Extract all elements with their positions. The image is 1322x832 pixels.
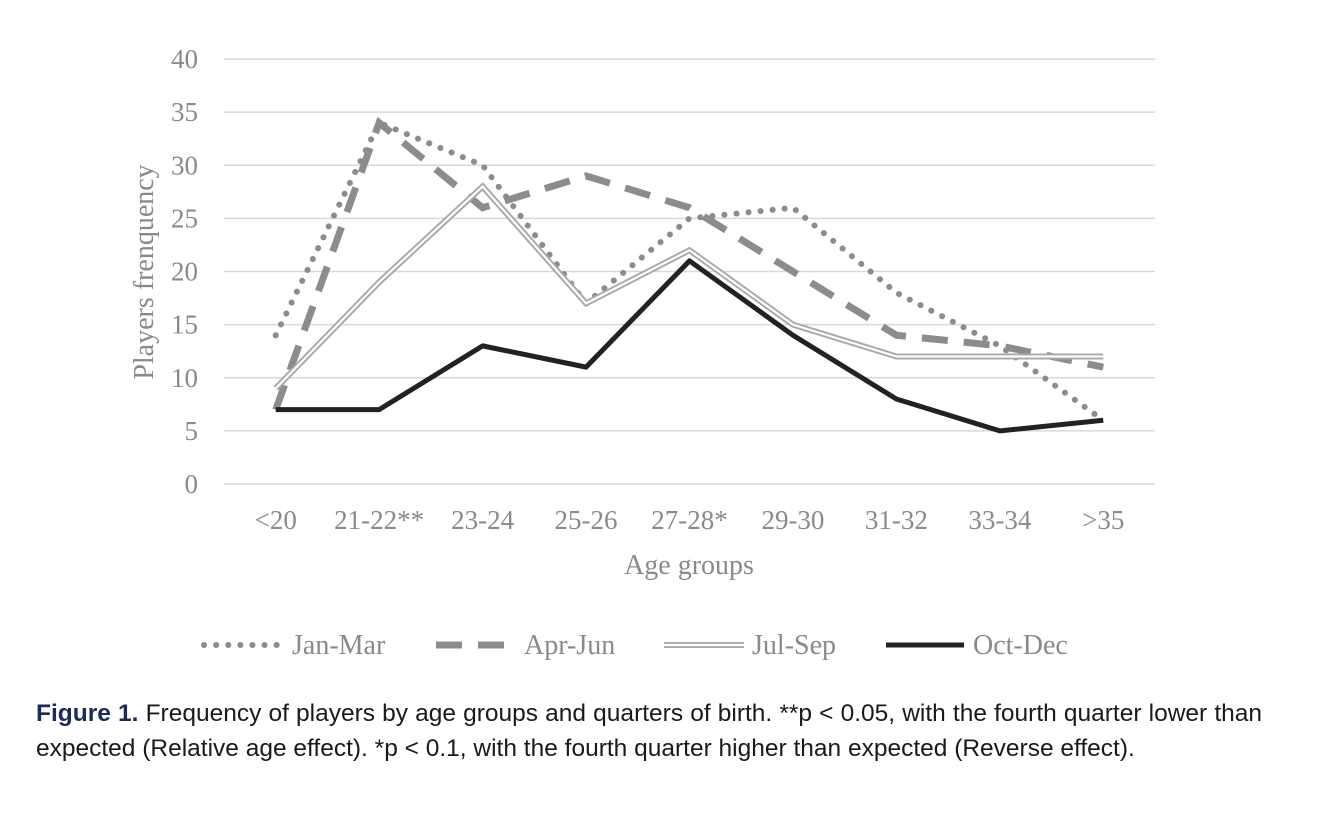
y-axis-ticks: 0 5 10 15 20 25 30 35 40 <box>171 44 198 499</box>
series-lines <box>272 116 1107 434</box>
legend-item-apr-jun: Apr-Jun <box>436 630 615 661</box>
x-tick-label: 33-34 <box>968 505 1031 535</box>
series-line <box>275 258 1104 434</box>
legend: Jan-Mar Apr-Jun Jul-Sep Oct-Dec <box>201 630 1068 661</box>
x-axis-ticks: <20 21-22** 23-24 25-26 27-28* 29-30 31-32 33-3… <box>255 505 1125 535</box>
x-tick-label: 25-26 <box>555 505 618 535</box>
y-tick-label: 10 <box>171 363 198 393</box>
series-line <box>272 118 1107 424</box>
y-tick-label: 25 <box>171 203 198 233</box>
line-chart: 0 5 10 15 20 25 30 35 40 <20 21-22** 23-24 25-26 27-… <box>129 44 1155 661</box>
figure-caption: Figure 1. Frequency of players by age gr… <box>36 696 1262 766</box>
figure-label: Figure 1. <box>36 700 139 727</box>
legend-label: Apr-Jun <box>524 630 615 661</box>
series-line <box>272 116 1104 411</box>
x-tick-label: >35 <box>1082 505 1124 535</box>
legend-label: Oct-Dec <box>973 630 1068 661</box>
x-tick-label: <20 <box>255 505 297 535</box>
caption-text: Frequency of players by age groups and q… <box>36 700 1263 762</box>
y-tick-label: 30 <box>171 150 198 180</box>
series-line-inner <box>274 184 1104 390</box>
x-axis-title: Age groups <box>624 550 754 581</box>
legend-label: Jul-Sep <box>752 630 836 661</box>
legend-label: Jan-Mar <box>292 630 386 661</box>
legend-item-jan-mar: Jan-Mar <box>201 630 386 661</box>
y-tick-label: 40 <box>171 44 198 74</box>
series-apr-jun <box>272 116 1104 411</box>
legend-item-jul-sep: Jul-Sep <box>664 630 836 661</box>
grid-lines <box>224 58 1155 485</box>
y-tick-label: 20 <box>171 257 198 287</box>
y-tick-label: 0 <box>185 469 199 499</box>
series-oct-dec <box>275 258 1104 434</box>
series-jan-mar <box>272 118 1107 424</box>
y-tick-label: 15 <box>171 310 198 340</box>
y-axis-title: Players frenquency <box>129 164 160 379</box>
legend-item-oct-dec: Oct-Dec <box>886 630 1068 661</box>
x-tick-label: 21-22** <box>334 505 424 535</box>
y-tick-label: 35 <box>171 97 198 127</box>
series-jul-sep <box>273 182 1104 391</box>
x-tick-label: 31-32 <box>865 505 928 535</box>
x-tick-label: 27-28* <box>651 505 728 535</box>
y-tick-label: 5 <box>185 416 199 446</box>
x-tick-label: 29-30 <box>761 505 824 535</box>
x-tick-label: 23-24 <box>451 505 514 535</box>
